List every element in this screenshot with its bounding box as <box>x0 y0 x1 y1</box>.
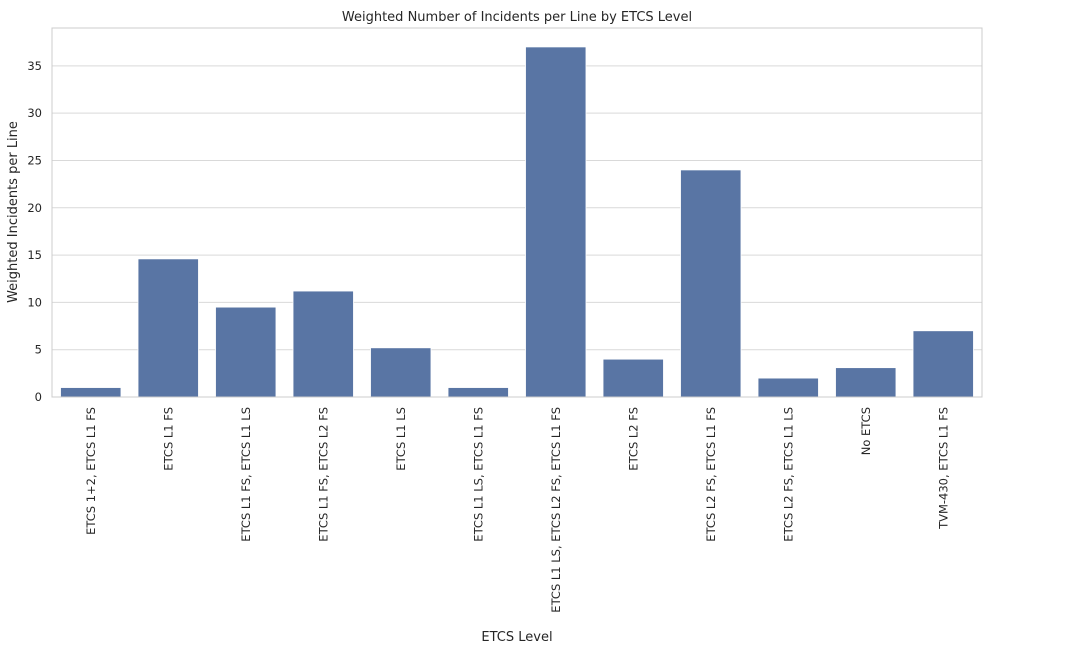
bar <box>447 387 509 398</box>
y-axis-label: Weighted Incidents per Line <box>6 121 21 303</box>
x-tick-label: ETCS L2 FS, ETCS L1 FS <box>704 407 718 542</box>
y-tick-label: 30 <box>27 106 42 120</box>
x-tick-label: ETCS L1 LS, ETCS L1 FS <box>471 407 485 542</box>
y-tick-label: 35 <box>27 59 42 73</box>
x-tick-label: TVM-430, ETCS L1 FS <box>936 407 950 530</box>
x-tick-label: ETCS 1+2, ETCS L1 FS <box>84 407 98 535</box>
x-tick-label: ETCS L1 FS <box>161 407 175 471</box>
x-axis-label: ETCS Level <box>481 630 552 645</box>
y-tick-labels: 0 5 10 15 20 25 30 35 <box>27 59 42 404</box>
bar <box>835 367 897 398</box>
grid-lines <box>52 65 982 398</box>
bar <box>680 169 742 398</box>
bar <box>60 387 122 398</box>
bar <box>525 46 587 398</box>
bar <box>137 258 199 398</box>
x-tick-label: ETCS L2 FS <box>626 407 640 471</box>
bar <box>912 330 974 398</box>
bar <box>757 377 819 398</box>
bar <box>602 358 664 398</box>
plot-frame <box>51 27 983 398</box>
bar <box>370 347 432 398</box>
x-tick-label: ETCS L2 FS, ETCS L1 LS <box>781 407 795 542</box>
x-tick-labels: ETCS 1+2, ETCS L1 FS ETCS L1 FS ETCS L1 FS… <box>84 407 951 613</box>
y-tick-label: 15 <box>27 248 42 262</box>
y-tick-label: 5 <box>35 343 42 357</box>
y-tick-label: 10 <box>27 295 42 309</box>
y-tick-label: 0 <box>35 390 42 404</box>
chart-title: Weighted Number of Incidents per Line by… <box>342 10 692 25</box>
x-tick-label: ETCS L1 FS, ETCS L2 FS <box>316 407 330 542</box>
y-tick-label: 20 <box>27 201 42 215</box>
x-tick-label: ETCS L1 LS <box>394 407 408 471</box>
bar <box>215 306 277 398</box>
y-tick-label: 25 <box>27 153 42 167</box>
x-tick-label: No ETCS <box>859 407 873 455</box>
bar <box>292 290 354 398</box>
bars <box>60 46 974 398</box>
x-tick-label: ETCS L1 FS, ETCS L1 LS <box>239 407 253 542</box>
x-tick-label: ETCS L1 LS, ETCS L2 FS, ETCS L1 FS <box>549 407 563 613</box>
